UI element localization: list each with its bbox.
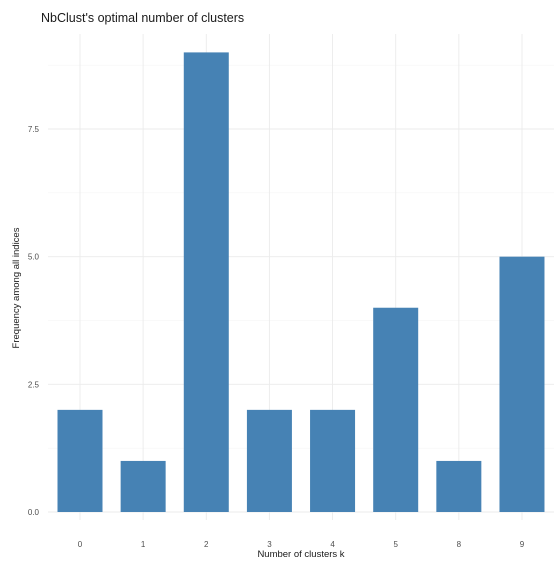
bar-2 xyxy=(183,52,229,513)
bar-0 xyxy=(57,409,103,512)
y-tick-label: 0.0 xyxy=(28,508,40,517)
x-tick-labels: 0 1 2 3 4 5 8 9 xyxy=(78,540,525,549)
y-tick-labels: 0.0 2.5 5.0 7.5 xyxy=(28,125,40,517)
x-tick-label: 2 xyxy=(204,540,209,549)
x-tick-label: 4 xyxy=(330,540,335,549)
bar-1 xyxy=(120,460,166,512)
bar-8 xyxy=(436,460,482,512)
bar-4 xyxy=(310,409,356,512)
bar-9 xyxy=(499,256,545,512)
x-tick-label: 5 xyxy=(393,540,398,549)
bars xyxy=(57,52,545,513)
x-tick-label: 0 xyxy=(78,540,83,549)
y-tick-label: 2.5 xyxy=(28,380,40,389)
bar-5 xyxy=(373,307,419,512)
y-tick-label: 5.0 xyxy=(28,253,40,262)
grid xyxy=(48,34,554,520)
y-tick-label: 7.5 xyxy=(28,125,40,134)
x-tick-label: 8 xyxy=(457,540,462,549)
x-axis-title: Number of clusters k xyxy=(257,549,344,560)
chart-title: NbClust's optimal number of clusters xyxy=(41,11,244,25)
x-tick-label: 9 xyxy=(520,540,525,549)
x-tick-label: 1 xyxy=(141,540,146,549)
x-tick-label: 3 xyxy=(267,540,272,549)
bar-3 xyxy=(246,409,292,512)
y-axis-title: Frequency among all indices xyxy=(11,227,22,348)
